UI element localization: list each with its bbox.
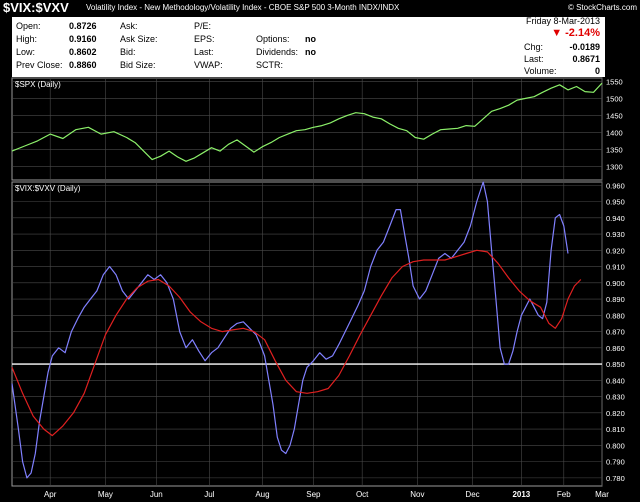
panel-0-label: $SPX (Daily) [15, 80, 61, 89]
last-right-label: Last: [524, 54, 544, 64]
panel-1-ytick-17: 0.950 [606, 198, 625, 207]
high-value: 0.9160 [69, 34, 97, 44]
panel-1-ytick-15: 0.930 [606, 230, 625, 239]
change-percent: ▼ -2.14% [551, 27, 600, 39]
change-percent-value: -2.14% [565, 27, 600, 39]
panel-1-label: $VIX:$VXV (Daily) [15, 184, 81, 193]
panel-1-ytick-3: 0.810 [606, 425, 625, 434]
open-label: Open: [16, 21, 41, 31]
panel-1-ytick-9: 0.870 [606, 328, 625, 337]
ask-label: Ask: [120, 21, 138, 31]
high-label: High: [16, 34, 38, 44]
panel-0-ytick-3: 1450 [606, 111, 623, 120]
options-value: no [305, 34, 316, 44]
x-tick-label-9: 2013 [512, 490, 530, 499]
x-tick-label-6: Oct [356, 490, 369, 499]
x-tick-label-11: Mar [595, 490, 609, 499]
panel-1-ytick-13: 0.910 [606, 263, 625, 272]
x-tick-label-0: Apr [44, 490, 57, 499]
volume-label: Volume: [524, 66, 557, 76]
panel-1-ytick-14: 0.920 [606, 246, 625, 255]
panel-1-ytick-7: 0.850 [606, 360, 625, 369]
panel-1-ytick-10: 0.880 [606, 311, 625, 320]
panel-0-ytick-1: 1350 [606, 145, 623, 154]
sctr-label: SCTR: [256, 60, 283, 70]
panel-1-frame [11, 181, 603, 487]
low-value: 0.8602 [69, 47, 97, 57]
low-label: Low: [16, 47, 36, 57]
panel-0-ytick-0: 1300 [606, 162, 623, 171]
x-tick-label-5: Sep [306, 490, 321, 499]
panel-1-ytick-0: 0.780 [606, 474, 625, 483]
chg-value: -0.0189 [569, 42, 600, 52]
panel-1-ytick-6: 0.840 [606, 376, 625, 385]
panel-1-ytick-5: 0.830 [606, 393, 625, 402]
symbol-title: $VIX:$VXV [3, 0, 69, 15]
dividends-label: Dividends: [256, 47, 299, 57]
prev-close-value: 0.8860 [69, 60, 97, 70]
x-tick-label-8: Dec [465, 490, 479, 499]
bid-label: Bid: [120, 47, 136, 57]
down-triangle-icon: ▼ [551, 27, 566, 39]
panel-1-ytick-11: 0.890 [606, 295, 625, 304]
panel-1-ytick-16: 0.940 [606, 214, 625, 223]
stockcharts-watermark: © StockCharts.com [567, 3, 637, 12]
eps-label: EPS: [194, 34, 215, 44]
x-tick-label-3: Jul [204, 490, 214, 499]
panel-1-ytick-12: 0.900 [606, 279, 625, 288]
panel-0-ytick-4: 1500 [606, 94, 623, 103]
prev-close-label: Prev Close: [16, 60, 63, 70]
x-tick-label-2: Jun [150, 490, 163, 499]
x-tick-label-10: Feb [557, 490, 571, 499]
series-line-ma [11, 249, 582, 437]
panel-0-ytick-5: 1550 [606, 77, 623, 86]
x-tick-label-1: May [98, 490, 113, 499]
exchange-text: INDX/INDX [358, 3, 400, 12]
vwap-label: VWAP: [194, 60, 223, 70]
series-line--vix-vxv [11, 181, 569, 479]
ask-size-label: Ask Size: [120, 34, 158, 44]
options-label: Options: [256, 34, 290, 44]
last-right-value: 0.8671 [572, 54, 600, 64]
panel-1-ytick-2: 0.800 [606, 441, 625, 450]
last-label: Last: [194, 47, 214, 57]
open-value: 0.8726 [69, 21, 97, 31]
pe-label: P/E: [194, 21, 212, 31]
x-tick-label-7: Nov [410, 490, 424, 499]
series-line--spx [11, 82, 603, 162]
panel-1-ytick-18: 0.960 [606, 181, 625, 190]
quote-date: Friday 8-Mar-2013 [525, 16, 600, 26]
panel-0-ytick-2: 1400 [606, 128, 623, 137]
volume-value: 0 [594, 66, 600, 76]
dividends-value: no [305, 47, 316, 57]
bid-size-label: Bid Size: [120, 60, 156, 70]
panel-1-ytick-4: 0.820 [606, 409, 625, 418]
description-text: Volatility Index - New Methodology/Volat… [86, 3, 357, 12]
panel-1-ytick-1: 0.790 [606, 458, 625, 467]
symbol-description: Volatility Index - New Methodology/Volat… [86, 3, 399, 12]
quote-panel: Open: 0.8726 High: 0.9160 Low: 0.8602 Pr… [12, 16, 605, 77]
panel-1-ytick-8: 0.860 [606, 344, 625, 353]
chg-label: Chg: [524, 42, 544, 52]
x-tick-label-4: Aug [255, 490, 269, 499]
chart-title-bar: $VIX:$VXV Volatility Index - New Methodo… [0, 0, 640, 17]
